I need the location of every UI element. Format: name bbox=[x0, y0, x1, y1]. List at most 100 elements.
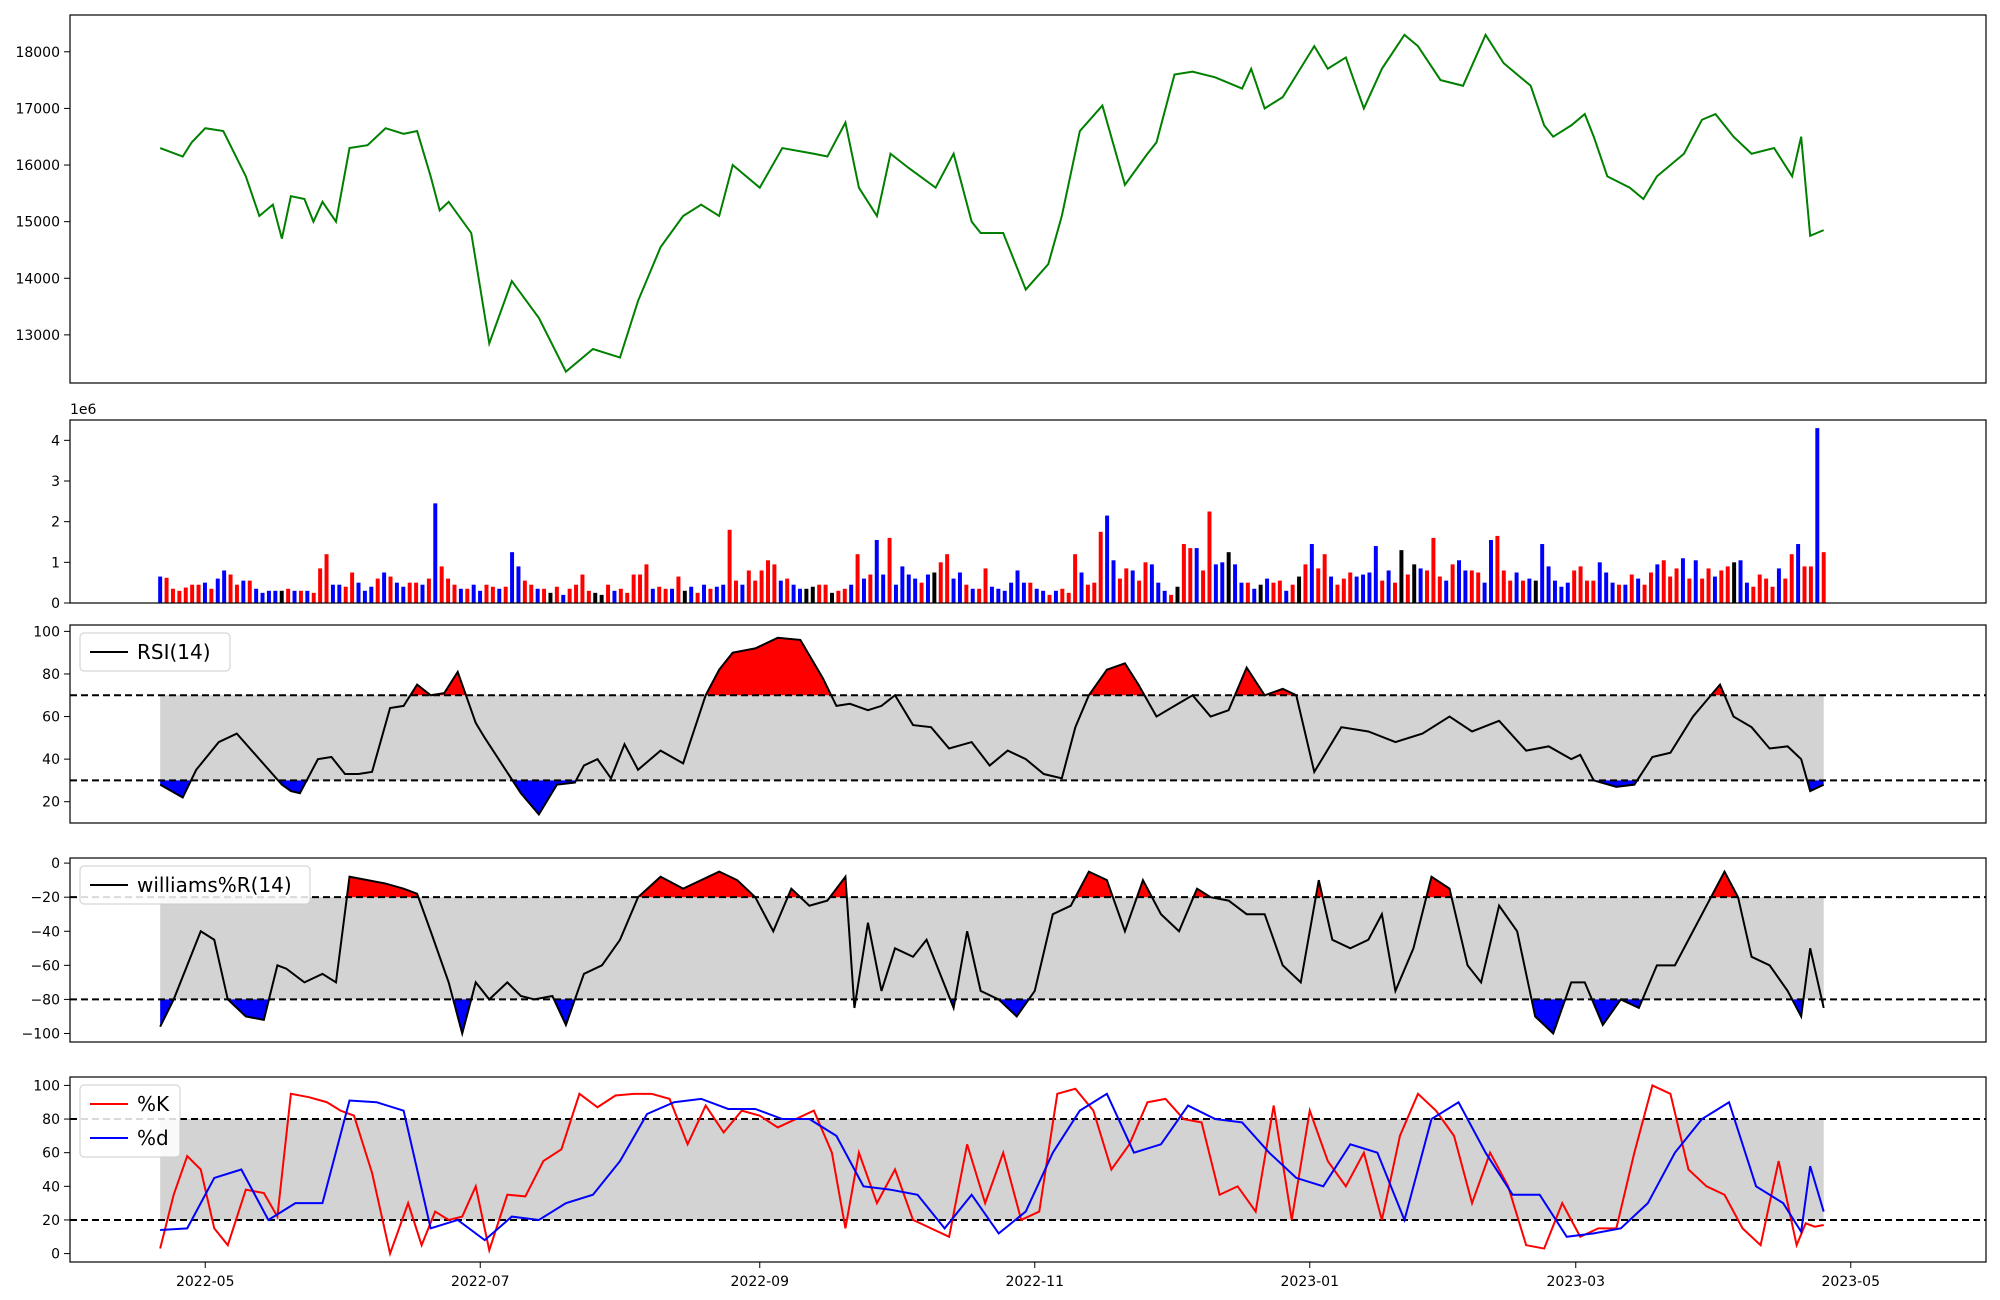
volume-bar bbox=[638, 574, 643, 603]
volume-bar bbox=[1201, 570, 1206, 603]
volume-bar bbox=[241, 580, 246, 603]
volume-bar bbox=[542, 588, 547, 603]
volume-bar bbox=[874, 539, 879, 603]
volume-bar bbox=[1655, 564, 1660, 603]
volume-bar bbox=[1616, 584, 1621, 603]
volume-bar bbox=[1137, 580, 1142, 603]
volume-bar bbox=[606, 584, 611, 603]
williams-legend-label: williams%R(14) bbox=[137, 873, 292, 897]
volume-offset-label: 1e6 bbox=[70, 402, 97, 418]
volume-bar bbox=[183, 587, 188, 603]
volume-bar bbox=[759, 570, 764, 603]
volume-bar bbox=[1188, 548, 1193, 603]
volume-ytick-label: 1 bbox=[51, 555, 60, 571]
volume-bar bbox=[382, 572, 387, 603]
volume-bar bbox=[1149, 564, 1154, 603]
xtick-label: 2022-05 bbox=[176, 1274, 235, 1290]
volume-bar bbox=[1175, 586, 1180, 603]
williams-overbought-fill bbox=[1426, 876, 1452, 898]
volume-bar bbox=[977, 588, 982, 603]
xtick-label: 2023-05 bbox=[1822, 1274, 1881, 1290]
rsi-neutral-band bbox=[160, 695, 1824, 781]
volume-bar bbox=[1002, 590, 1007, 603]
williams-panel-frame bbox=[69, 857, 1987, 1043]
volume-bar bbox=[1463, 570, 1468, 603]
volume-bar bbox=[407, 582, 412, 603]
stochastic-ytick-label: 20 bbox=[42, 1213, 60, 1229]
volume-bar bbox=[1521, 580, 1525, 603]
volume-bar bbox=[1744, 582, 1749, 603]
stochastic-ytick-label: 0 bbox=[51, 1247, 60, 1263]
volume-bar bbox=[1130, 570, 1135, 603]
volume-bar bbox=[989, 586, 994, 603]
volume-bar bbox=[1009, 582, 1014, 603]
williams-oversold-fill bbox=[1531, 999, 1566, 1034]
xtick-label: 2023-03 bbox=[1547, 1274, 1606, 1290]
volume-bar bbox=[957, 572, 962, 603]
rsi-oversold-fill bbox=[512, 780, 577, 815]
xtick-label: 2022-09 bbox=[731, 1274, 790, 1290]
volume-bar bbox=[1757, 574, 1762, 603]
rsi-ytick-label: 40 bbox=[42, 752, 60, 768]
volume-bar bbox=[1143, 562, 1148, 603]
volume-bar bbox=[350, 572, 355, 603]
volume-bar bbox=[298, 590, 303, 603]
rsi-legend-box bbox=[79, 632, 231, 672]
volume-bar bbox=[356, 582, 361, 603]
volume-bar bbox=[1405, 574, 1410, 603]
volume-bar bbox=[311, 592, 316, 603]
volume-bar bbox=[369, 586, 374, 603]
volume-bar bbox=[561, 594, 566, 603]
volume-bar bbox=[1783, 578, 1788, 603]
volume-bar bbox=[1546, 566, 1551, 603]
volume-bar bbox=[1437, 576, 1442, 603]
volume-bar bbox=[1207, 511, 1212, 603]
volume-bar bbox=[1572, 570, 1577, 603]
volume-bar bbox=[951, 578, 956, 603]
volume-bar bbox=[702, 584, 706, 603]
volume-bar bbox=[260, 592, 265, 603]
volume-bar bbox=[970, 588, 975, 603]
volume-bar bbox=[1322, 554, 1327, 603]
volume-bar bbox=[881, 574, 886, 603]
volume-bar bbox=[439, 566, 444, 603]
volume-bar bbox=[247, 580, 252, 603]
volume-bar bbox=[746, 570, 751, 603]
xtick-label: 2022-07 bbox=[451, 1274, 510, 1290]
volume-bar bbox=[1604, 572, 1609, 603]
volume-bar bbox=[983, 568, 988, 603]
volume-bar bbox=[1034, 588, 1039, 603]
volume-bar bbox=[1015, 570, 1020, 603]
volume-bar bbox=[510, 552, 515, 603]
volume-bar bbox=[964, 584, 969, 603]
volume-bar bbox=[1610, 582, 1615, 603]
volume-bar bbox=[567, 588, 572, 603]
volume-bar bbox=[1399, 550, 1404, 603]
rsi-overbought-fill bbox=[430, 671, 466, 696]
volume-bar bbox=[420, 584, 425, 603]
volume-ytick-label: 3 bbox=[51, 474, 60, 490]
volume-bar bbox=[1341, 578, 1346, 603]
volume-bar bbox=[1252, 588, 1257, 603]
volume-bar bbox=[1085, 584, 1090, 603]
volume-bar bbox=[234, 584, 239, 603]
volume-bar bbox=[471, 584, 476, 603]
volume-bar bbox=[1719, 570, 1724, 603]
volume-bar bbox=[1514, 572, 1519, 603]
volume-bar bbox=[727, 529, 732, 603]
volume-bar bbox=[593, 592, 598, 603]
volume-bar bbox=[1623, 584, 1628, 603]
volume-bar bbox=[1808, 566, 1813, 603]
volume-bar bbox=[1508, 580, 1513, 603]
stochastic-neutral-band bbox=[160, 1119, 1824, 1220]
williams-overbought-fill bbox=[638, 871, 756, 898]
price-ytick-label: 14000 bbox=[15, 271, 60, 287]
volume-bar bbox=[1060, 588, 1065, 603]
volume-bar bbox=[676, 576, 681, 603]
volume-bar bbox=[1111, 560, 1116, 603]
volume-bar bbox=[1725, 566, 1730, 603]
williams-overbought-fill bbox=[346, 876, 419, 898]
volume-bar bbox=[618, 588, 623, 603]
volume-bar bbox=[209, 588, 214, 603]
volume-bar bbox=[1489, 539, 1493, 603]
